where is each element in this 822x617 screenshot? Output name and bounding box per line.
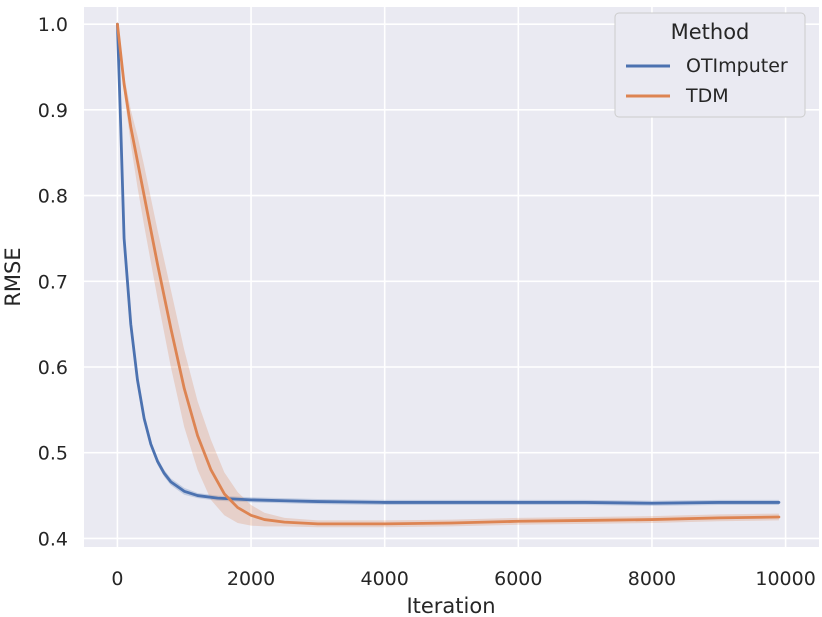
y-tick-label: 0.8 <box>38 186 68 208</box>
x-tick-label: 6000 <box>494 568 542 590</box>
y-axis-ticks: 0.4 0.5 0.6 0.7 0.8 0.9 1.0 <box>38 14 68 550</box>
legend-box <box>614 12 806 118</box>
series-lines <box>116 22 781 526</box>
legend-label-tdm: TDM <box>685 85 729 107</box>
y-tick-label: 0.4 <box>38 528 68 550</box>
y-tick-label: 1.0 <box>38 14 68 36</box>
x-tick-label: 0 <box>111 568 123 590</box>
legend-label-otimputer: OTImputer <box>686 55 788 77</box>
legend: Method OTImputer TDM <box>614 12 806 118</box>
x-tick-label: 2000 <box>227 568 275 590</box>
legend-title: Method <box>671 20 750 44</box>
x-tick-label: 8000 <box>628 568 676 590</box>
series-line-tdm <box>116 22 781 526</box>
x-tick-label: 4000 <box>361 568 409 590</box>
series-line-otimputer <box>116 22 781 505</box>
y-tick-label: 0.7 <box>38 271 68 293</box>
x-axis-ticks: 0 2000 4000 6000 8000 10000 <box>111 568 815 590</box>
x-axis-label: Iteration <box>406 594 495 617</box>
x-tick-label: 10000 <box>755 568 815 590</box>
y-tick-label: 0.5 <box>38 443 68 465</box>
grid-lines <box>84 7 819 547</box>
y-tick-label: 0.9 <box>38 100 68 122</box>
y-axis-label: RMSE <box>1 247 25 306</box>
y-tick-label: 0.6 <box>38 357 68 379</box>
